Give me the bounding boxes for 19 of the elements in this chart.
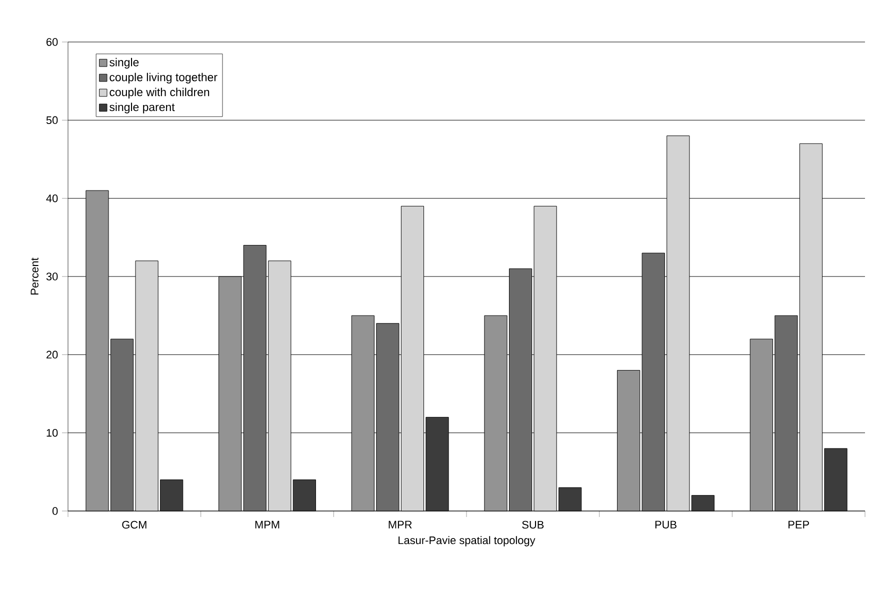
x-tick-label: MPR [388,520,412,528]
y-tick-label: 30 [46,272,58,280]
y-tick-label: 10 [46,428,58,437]
y-tick-label: 40 [46,194,58,202]
legend-label: couple with children [110,88,210,98]
x-tick-label: PUB [655,520,676,528]
x-tick-label: PEP [788,520,809,528]
y-tick-label: 60 [46,38,58,46]
x-tick-label: SUB [522,520,544,529]
x-tick-label: MPM [255,520,280,528]
y-axis-title: Percent [30,258,38,294]
legend-label: couple living together [110,72,218,84]
y-tick-label: 0 [52,507,58,515]
legend-label: single parent [110,102,175,114]
y-tick-label: 20 [46,350,58,359]
y-tick-label: 50 [46,116,58,124]
legend-label: single [110,58,139,69]
x-axis-title: Lasur-Pavie spatial topology [398,536,536,546]
x-tick-label: GCM [122,520,146,529]
